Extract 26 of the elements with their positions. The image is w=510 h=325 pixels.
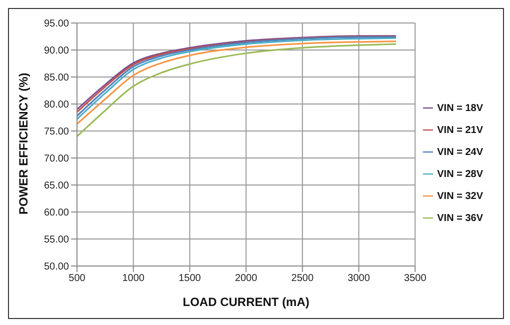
- y-tick-label: 95.00: [44, 18, 70, 30]
- x-tick-label: 1000: [122, 273, 145, 284]
- legend-label: VIN = 21V: [437, 124, 483, 136]
- legend-label: VIN = 28V: [437, 168, 483, 180]
- x-tick-label: 3500: [404, 273, 427, 284]
- y-tick-label: 75.00: [44, 126, 70, 138]
- legend-label: VIN = 18V: [437, 102, 483, 114]
- x-tick-label: 3000: [348, 273, 370, 284]
- y-tick-label: 60.00: [44, 208, 70, 219]
- x-tick-label: 2000: [234, 273, 258, 284]
- y-tick-label: 55.00: [44, 234, 70, 246]
- legend-label: VIN = 32V: [437, 190, 483, 202]
- y-axis-title: POWER EFFICIENCY (%): [16, 72, 30, 214]
- x-tick-label: 500: [68, 273, 86, 284]
- line-series: [77, 43, 397, 138]
- x-axis-title: LOAD CURRENT (mA): [182, 295, 310, 309]
- legend-label: VIN = 24V: [437, 146, 483, 158]
- y-tick-label: 65.00: [44, 180, 70, 192]
- x-tick-label: 2500: [291, 273, 314, 284]
- x-tick-label: 1500: [178, 273, 202, 284]
- y-tick-label: 90.00: [44, 46, 70, 57]
- y-tick-label: 80.00: [44, 100, 70, 111]
- legend-label: VIN = 36V: [437, 212, 483, 224]
- y-tick-label: 70.00: [44, 154, 70, 165]
- y-tick-label: 85.00: [44, 72, 70, 84]
- y-tick-label: 50.00: [44, 262, 70, 273]
